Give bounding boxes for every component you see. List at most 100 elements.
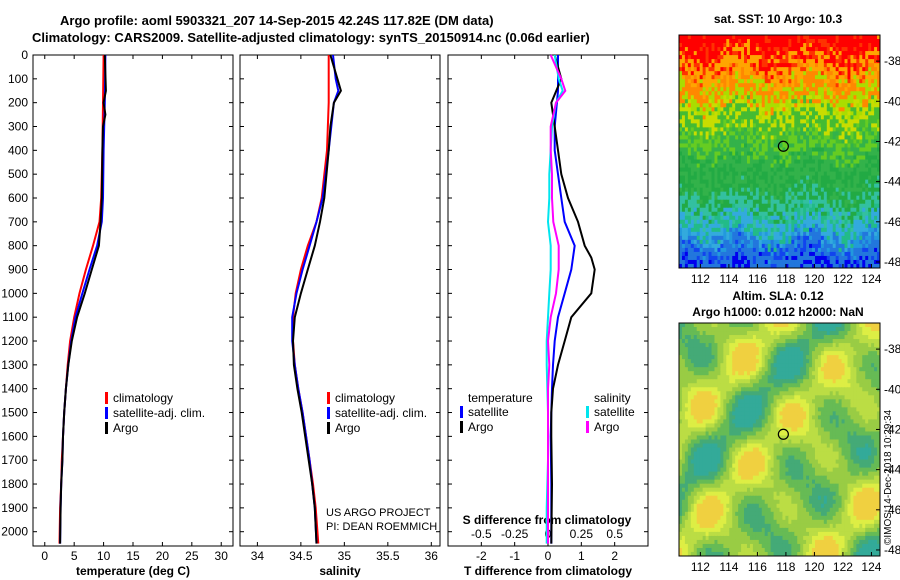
- map-cell: [791, 143, 795, 148]
- map-cell: [711, 135, 715, 140]
- map-cell: [741, 327, 745, 332]
- map-cell: [746, 367, 751, 372]
- map-cell: [720, 131, 724, 136]
- map-cell: [847, 51, 851, 56]
- map-cell: [788, 123, 792, 128]
- map-cell: [812, 59, 816, 64]
- map-cell: [702, 79, 707, 84]
- map-cell: [868, 91, 872, 96]
- map-cell: [806, 199, 810, 205]
- sst-map-panel: 112 114 116 118 120 122 124-38-40-42-44-46-48s…: [678, 12, 900, 286]
- map-cell: [702, 219, 707, 225]
- map-cell: [693, 243, 698, 249]
- map-cell: [729, 327, 733, 332]
- map-cell: [732, 247, 736, 253]
- map-cell: [829, 347, 834, 352]
- map-cell: [847, 43, 851, 48]
- map-cell: [755, 203, 760, 209]
- map-cell: [711, 263, 715, 269]
- map-cell: [681, 167, 686, 173]
- map-cell: [865, 211, 869, 217]
- map-cell: [874, 211, 878, 217]
- map-cell: [720, 243, 724, 249]
- map-cell: [708, 327, 713, 332]
- map-cell: [841, 119, 846, 124]
- y-tick-label: 300: [8, 120, 28, 134]
- map-cell: [865, 243, 869, 249]
- map-cell: [868, 199, 872, 205]
- map-cell: [803, 223, 807, 229]
- map-cell: [877, 243, 881, 249]
- map-cell: [856, 235, 860, 241]
- map-cell: [702, 323, 707, 328]
- map-cell: [850, 87, 854, 92]
- map-cell: [826, 199, 831, 205]
- map-cell: [711, 195, 715, 201]
- map-cell: [723, 335, 727, 340]
- map-cell: [803, 183, 807, 189]
- map-cell: [720, 223, 724, 229]
- map-cell: [711, 327, 715, 332]
- map-cell: [746, 135, 751, 140]
- map-cell: [832, 259, 837, 265]
- map-cell: [741, 247, 745, 253]
- map-cell: [853, 151, 857, 157]
- map-cell: [729, 91, 733, 96]
- map-cell: [749, 355, 754, 360]
- map-cell: [788, 359, 792, 364]
- map-cell: [862, 243, 866, 249]
- map-cell: [779, 131, 783, 136]
- map-cell: [794, 159, 798, 165]
- map-cell: [773, 183, 778, 189]
- map-cell: [693, 139, 698, 144]
- map-cell: [871, 103, 875, 108]
- map-cell: [711, 215, 715, 221]
- map-cell: [782, 79, 786, 84]
- map-cell: [723, 79, 727, 84]
- map-cell: [832, 143, 837, 148]
- map-cell: [711, 43, 715, 48]
- map-cell: [767, 111, 772, 116]
- map-cell: [696, 131, 701, 136]
- map-cell: [687, 363, 692, 368]
- series-line-salinity-argo: [546, 54, 567, 544]
- map-cell: [726, 95, 730, 100]
- map-cell: [696, 119, 701, 124]
- map-cell: [699, 175, 704, 181]
- map-cell: [696, 43, 701, 48]
- map-cell: [791, 91, 795, 96]
- map-cell: [690, 131, 695, 136]
- map-cell: [735, 335, 739, 340]
- map-cell: [835, 243, 840, 249]
- map-cell: [679, 335, 683, 340]
- map-cell: [847, 159, 851, 165]
- map-cell: [773, 335, 778, 340]
- map-cell: [690, 167, 695, 173]
- map-cell: [862, 135, 866, 140]
- map-cell: [814, 331, 819, 336]
- map-cell: [850, 103, 854, 108]
- map-cell: [788, 183, 792, 189]
- map-cell: [741, 111, 745, 116]
- map-cell: [744, 59, 748, 64]
- map-cell: [788, 63, 792, 68]
- map-cell: [755, 63, 760, 68]
- map-cell: [776, 191, 780, 197]
- map-cell: [729, 223, 733, 229]
- map-cell: [785, 163, 789, 169]
- map-cell: [732, 339, 736, 344]
- map-cell: [738, 191, 742, 197]
- map-cell: [788, 351, 792, 356]
- map-cell: [809, 95, 813, 100]
- map-cell: [803, 171, 807, 177]
- map-cell: [752, 203, 757, 209]
- map-cell: [835, 183, 840, 189]
- map-cell: [714, 95, 718, 100]
- map-cell: [761, 163, 766, 169]
- map-cell: [844, 123, 848, 128]
- map-cell: [699, 187, 704, 193]
- map-cell: [776, 179, 780, 185]
- map-cell: [752, 95, 757, 100]
- map-cell: [761, 227, 766, 233]
- map-cell: [693, 219, 698, 225]
